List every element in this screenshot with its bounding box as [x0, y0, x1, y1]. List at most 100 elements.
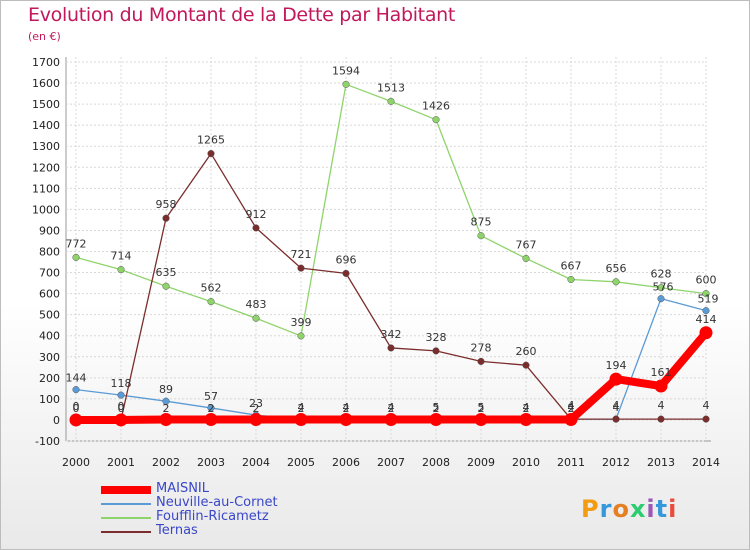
x-tick-label: 2009: [467, 456, 495, 469]
legend-swatch: [101, 531, 151, 533]
data-point: [699, 326, 713, 340]
legend-label: Foufflin-Ricametz: [156, 509, 269, 524]
data-label: 4: [613, 401, 620, 414]
data-label: 1513: [377, 81, 405, 94]
data-point: [162, 397, 170, 405]
x-tick-label: 2013: [647, 456, 675, 469]
logo-letter: i: [646, 495, 656, 523]
data-point: [252, 314, 260, 322]
data-label: 2: [433, 402, 440, 415]
data-label: 4: [613, 399, 620, 412]
data-label: 89: [159, 383, 173, 396]
data-point: [564, 413, 578, 427]
data-label: 0: [73, 400, 80, 413]
data-point: [207, 298, 215, 306]
y-tick-label: 1000: [32, 203, 60, 216]
data-label: 656: [606, 262, 627, 275]
data-label: 328: [426, 331, 447, 344]
data-point: [207, 150, 215, 158]
data-label: 635: [156, 266, 177, 279]
data-point: [387, 344, 395, 352]
data-point: [432, 347, 440, 355]
x-tick-label: 2006: [332, 456, 360, 469]
proxiti-logo: Proxiti: [581, 495, 677, 523]
data-point: [162, 282, 170, 290]
data-point: [432, 116, 440, 124]
y-tick-label: 700: [39, 267, 60, 280]
y-tick-label: 1700: [32, 56, 60, 69]
data-label: 667: [561, 260, 582, 273]
data-point: [342, 269, 350, 277]
logo-letter: i: [668, 495, 678, 523]
data-label: 1265: [197, 134, 225, 147]
legend-swatch: [101, 517, 151, 519]
data-point: [162, 214, 170, 222]
data-label: 0: [118, 402, 125, 415]
data-point: [429, 413, 443, 427]
chart-subtitle: (en €): [28, 30, 61, 43]
data-label: 144: [66, 372, 87, 385]
data-label: 0: [73, 402, 80, 415]
data-label: 1594: [332, 64, 360, 77]
data-label: 600: [696, 274, 717, 287]
y-tick-label: -100: [35, 435, 60, 448]
data-label: 4: [703, 399, 710, 412]
data-point: [567, 275, 575, 284]
y-tick-label: 500: [39, 309, 60, 322]
data-label: 4: [298, 401, 305, 414]
data-point: [249, 413, 263, 427]
data-label: 4: [568, 399, 575, 412]
data-point: [69, 413, 83, 427]
data-label: 260: [516, 345, 537, 358]
data-point: [522, 361, 530, 369]
data-point: [207, 404, 215, 412]
legend-label: Ternas: [156, 523, 198, 538]
data-label: 562: [201, 282, 222, 295]
x-tick-label: 2005: [287, 456, 315, 469]
data-point: [114, 413, 128, 427]
data-label: 5: [433, 401, 440, 414]
data-label: 912: [246, 208, 267, 221]
y-tick-label: 1200: [32, 161, 60, 174]
data-point: [702, 290, 710, 298]
y-tick-label: 300: [39, 351, 60, 364]
y-tick-label: 200: [39, 372, 60, 385]
data-point: [117, 391, 125, 399]
data-point: [522, 254, 530, 262]
data-point: [519, 413, 533, 427]
y-tick-label: 1300: [32, 140, 60, 153]
legend-swatch: [101, 503, 151, 505]
data-label: 721: [291, 248, 312, 261]
data-label: 519: [698, 293, 719, 306]
data-point: [117, 266, 125, 274]
data-label: 5: [478, 401, 485, 414]
data-point: [612, 278, 620, 286]
data-point: [204, 413, 218, 427]
data-point: [474, 413, 488, 427]
data-point: [297, 332, 305, 340]
data-label: 57: [204, 390, 218, 403]
data-label: 2: [208, 402, 215, 415]
y-tick-label: 100: [39, 393, 60, 406]
y-tick-label: 1600: [32, 77, 60, 90]
x-tick-label: 2002: [152, 456, 180, 469]
data-label: 2: [568, 402, 575, 415]
data-point: [612, 415, 620, 423]
data-point: [702, 415, 710, 423]
data-point: [294, 413, 308, 427]
data-point: [72, 253, 80, 261]
data-point: [702, 307, 710, 315]
data-label: 714: [111, 250, 132, 263]
data-label: 2: [388, 402, 395, 415]
data-point: [384, 413, 398, 427]
data-label: 278: [471, 341, 492, 354]
data-label: 4: [568, 401, 575, 414]
y-tick-label: 0: [53, 414, 60, 427]
x-tick-label: 2010: [512, 456, 540, 469]
data-point: [387, 97, 395, 105]
x-tick-label: 2007: [377, 456, 405, 469]
data-label: 4: [523, 401, 530, 414]
logo-letter: t: [655, 495, 669, 523]
